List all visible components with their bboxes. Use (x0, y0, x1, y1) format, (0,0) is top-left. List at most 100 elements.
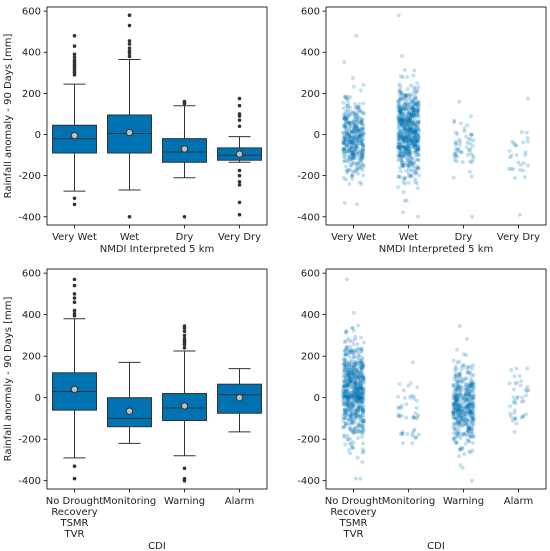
scatter-point (414, 107, 419, 112)
scatter-point (457, 447, 462, 452)
scatter-point (399, 117, 404, 122)
scatter-point (464, 134, 469, 139)
scatter-point (409, 119, 414, 124)
scatter-point (411, 161, 416, 166)
scatter-point (416, 166, 421, 171)
scatter-point (416, 147, 421, 152)
scatter-point (411, 141, 416, 146)
scatter-point (399, 158, 404, 163)
scatter-point (415, 152, 420, 157)
scatter-point (347, 354, 352, 359)
scatter-point (353, 402, 358, 407)
scatter-point (402, 151, 407, 156)
scatter-point (359, 359, 364, 364)
scatter-point (361, 123, 366, 128)
scatter-point (355, 144, 360, 149)
scatter-point (358, 127, 363, 132)
scatter-point (348, 163, 353, 168)
scatter-point (409, 156, 414, 161)
scatter-point (359, 162, 364, 167)
scatter-point (354, 125, 359, 130)
scatter-point (396, 126, 401, 131)
scatter-point (407, 110, 412, 115)
scatter-point (415, 81, 420, 86)
scatter-point (411, 107, 416, 112)
scatter-point (357, 163, 362, 168)
scatter-point (360, 138, 365, 143)
scatter-point (343, 155, 348, 160)
scatter-point (458, 139, 463, 144)
scatter-point (351, 121, 356, 126)
scatter-point (405, 116, 410, 121)
scatter-point (407, 126, 412, 131)
scatter-point (353, 135, 358, 140)
scatter-point (413, 89, 418, 94)
x-tick-label: Alarm (225, 496, 254, 507)
scatter-point (345, 115, 350, 120)
scatter-point (410, 156, 415, 161)
scatter-point (345, 383, 350, 388)
scatter-point (408, 126, 413, 131)
scatter-point (414, 144, 419, 149)
scatter-point (351, 140, 356, 145)
scatter-point (414, 149, 419, 154)
scatter-point (452, 405, 457, 410)
scatter-point (354, 33, 359, 38)
scatter-point (402, 133, 407, 138)
scatter-point (526, 388, 531, 393)
scatter-point (405, 135, 410, 140)
scatter-point (350, 401, 355, 406)
scatter-point (409, 127, 414, 132)
scatter-point (351, 155, 356, 160)
scatter-point (358, 375, 363, 380)
scatter-point (410, 144, 415, 149)
scatter-point (350, 135, 355, 140)
scatter-point (412, 427, 417, 432)
scatter-point (403, 127, 408, 132)
scatter-point (342, 149, 347, 154)
scatter-point (354, 127, 359, 132)
scatter-point (343, 389, 348, 394)
scatter-point (350, 160, 355, 165)
scatter-point (409, 128, 414, 133)
scatter-point (401, 124, 406, 129)
scatter-point (352, 149, 357, 154)
scatter-point (405, 113, 410, 118)
scatter-point (453, 382, 458, 387)
scatter-point (409, 107, 414, 112)
scatter-point (523, 153, 528, 158)
scatter-point (401, 136, 406, 141)
scatter-point (361, 396, 366, 401)
scatter-point (404, 119, 409, 124)
scatter-point (401, 102, 406, 107)
scatter-point (349, 141, 354, 146)
scatter-point (414, 170, 419, 175)
scatter-point (459, 149, 464, 154)
scatter-point (361, 143, 366, 148)
scatter-point (341, 140, 346, 145)
outlier-point (127, 46, 132, 50)
scatter-point (410, 168, 415, 173)
scatter-point (396, 158, 401, 163)
scatter-point (453, 142, 458, 147)
scatter-point (360, 364, 365, 369)
scatter-point (405, 102, 410, 107)
scatter-point (342, 136, 347, 141)
y-tick-label: -400 (297, 212, 320, 223)
scatter-point (354, 169, 359, 174)
scatter-point (410, 360, 415, 365)
scatter-point (408, 381, 413, 386)
scatter-point (410, 141, 415, 146)
scatter-point (397, 136, 402, 141)
scatter-point (355, 455, 360, 460)
scatter-point (405, 140, 410, 145)
scatter-point (407, 107, 412, 112)
scatter-point (359, 121, 364, 126)
y-tick-label: 600 (22, 269, 41, 280)
scatter-point (398, 128, 403, 133)
scatter-point (343, 142, 348, 147)
scatter-point (357, 387, 362, 392)
scatter-point (512, 176, 517, 181)
scatter-point (511, 141, 516, 146)
scatter-point (397, 134, 402, 139)
